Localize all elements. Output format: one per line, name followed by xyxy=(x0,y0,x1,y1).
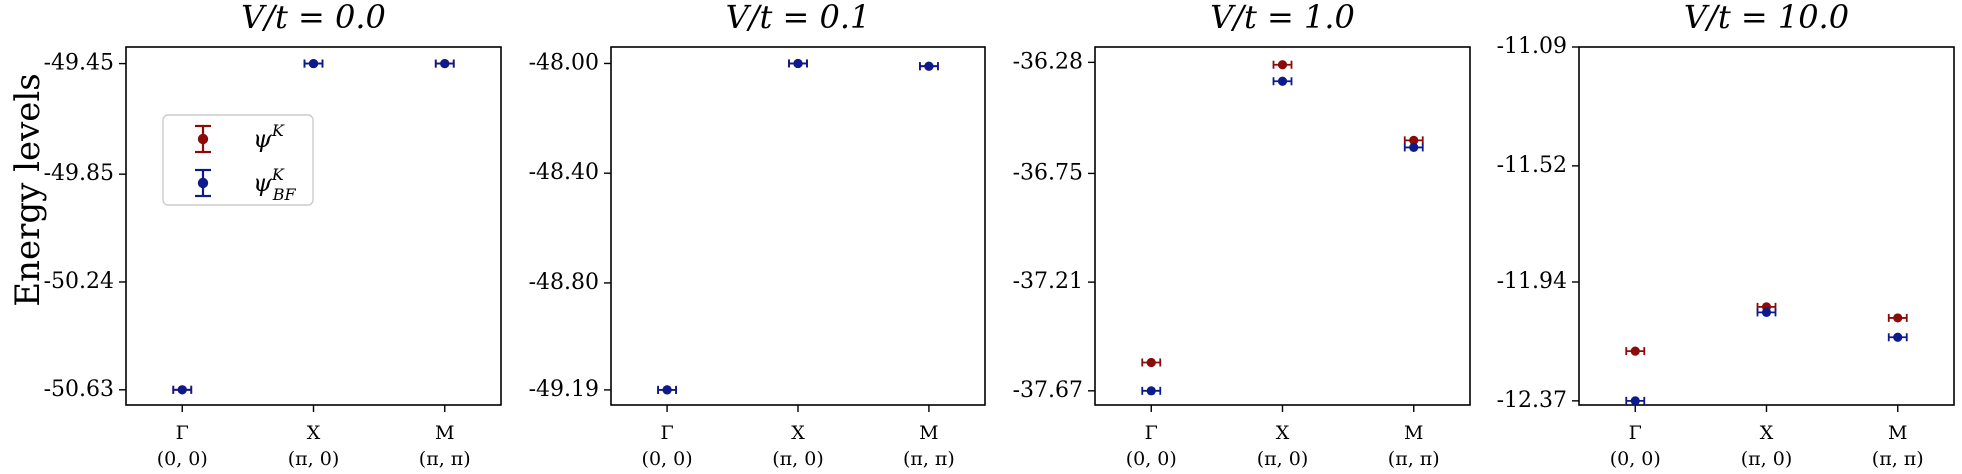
y-tick-label: -49.85 xyxy=(44,161,114,186)
y-tick-label: -50.24 xyxy=(44,269,114,294)
x-tick-coord-label: (0, 0) xyxy=(1126,448,1177,470)
x-tick-coord-label: (0, 0) xyxy=(642,448,693,470)
chart-panel-4: V/t = 10.0 -11.09 -11.52 -11.94 -12.37 Γ (0, 0… xyxy=(1497,0,1955,470)
y-tick-label: -36.28 xyxy=(1013,49,1083,74)
chart-panel-3: V/t = 1.0 -36.28 -36.75 -37.21 -37.67 Γ (0, 0)… xyxy=(1013,0,1471,470)
x-tick-label: Γ xyxy=(661,422,674,444)
data-point-psiBF xyxy=(919,61,939,71)
y-tick-label: -11.94 xyxy=(1497,269,1567,294)
data-point-psiK xyxy=(1625,346,1646,356)
data-point-psiBF xyxy=(1403,142,1424,153)
y-tick-label: -48.40 xyxy=(529,160,599,185)
data-point-psiBF xyxy=(1887,332,1908,342)
panel-title: V/t = 10.0 xyxy=(1684,0,1849,36)
y-tick-label: -12.37 xyxy=(1497,388,1567,413)
y-tick-label: -48.80 xyxy=(529,270,599,295)
y-tick-label: -48.00 xyxy=(529,50,599,75)
data-point-psiBF xyxy=(1756,307,1777,317)
plot-frame xyxy=(1094,46,1471,406)
panel-title: V/t = 0.1 xyxy=(726,0,871,36)
legend-label: ψK BF xyxy=(253,165,297,204)
data-point-psiK xyxy=(1272,60,1293,70)
legend-marker xyxy=(197,133,209,145)
x-tick-coord-label: (π, 0) xyxy=(288,448,339,470)
x-tick-label: X xyxy=(791,422,805,444)
data-point-psiBF xyxy=(434,58,455,69)
x-tick-coord-label: (π, π) xyxy=(1388,448,1440,470)
x-tick-coord-label: (π, π) xyxy=(903,448,955,470)
data-point-psiBF xyxy=(1272,76,1293,86)
x-tick-label: Γ xyxy=(1629,422,1642,444)
data-point-psiBF xyxy=(788,58,808,69)
data-point-psiBF xyxy=(303,58,324,69)
x-tick-coord-label: (π, 0) xyxy=(1741,448,1792,470)
legend-label: ψK xyxy=(253,121,285,153)
y-tick-label: -50.63 xyxy=(44,377,114,402)
y-tick-label: -11.52 xyxy=(1497,153,1567,178)
y-tick-label: -37.67 xyxy=(1013,378,1083,403)
data-point-psiK xyxy=(1141,357,1162,368)
x-tick-coord-label: (π, π) xyxy=(419,448,471,470)
x-tick-label: M xyxy=(1888,422,1907,444)
chart-panel-1: V/t = 0.0 -49.45 -49.85 -50.24 -50.63 Γ (0, 0)… xyxy=(44,0,502,470)
x-tick-coord-label: (π, 0) xyxy=(772,448,823,470)
x-tick-label: M xyxy=(435,422,454,444)
x-tick-label: X xyxy=(1276,422,1290,444)
data-point-psiBF xyxy=(1625,396,1646,406)
y-axis-label: Energy levels xyxy=(8,73,48,307)
legend-entry-psiBF: ψK BF xyxy=(195,165,297,204)
data-point-psiBF xyxy=(657,385,677,395)
x-tick-coord-label: (0, 0) xyxy=(157,448,208,470)
y-tick-label: -11.09 xyxy=(1497,34,1567,59)
x-tick-label: Γ xyxy=(1145,422,1158,444)
x-tick-label: X xyxy=(1760,422,1774,444)
data-point-psiBF xyxy=(1141,386,1162,396)
plot-frame xyxy=(610,46,986,406)
x-tick-coord-label: (0, 0) xyxy=(1610,448,1661,470)
plot-frame xyxy=(125,46,502,406)
x-tick-label: Γ xyxy=(176,422,189,444)
x-tick-coord-label: (π, 0) xyxy=(1257,448,1308,470)
x-tick-label: M xyxy=(1404,422,1423,444)
data-point-psiK xyxy=(1403,135,1424,145)
legend-entry-psiK: ψK xyxy=(195,121,285,154)
data-point-psiK xyxy=(1887,313,1908,323)
panel-title: V/t = 0.0 xyxy=(241,0,386,36)
data-point-psiBF xyxy=(172,385,193,395)
x-tick-coord-label: (π, π) xyxy=(1872,448,1924,470)
y-tick-label: -36.75 xyxy=(1013,160,1083,185)
x-tick-label: M xyxy=(919,422,938,444)
x-tick-label: X xyxy=(307,422,321,444)
panels: V/t = 0.0 -49.45 -49.85 -50.24 -50.63 Γ (0, 0)… xyxy=(44,0,1955,470)
y-axis-label-group: Energy levels xyxy=(8,73,48,307)
y-tick-label: -49.19 xyxy=(529,377,599,402)
y-tick-label: -37.21 xyxy=(1013,269,1083,294)
legend-marker xyxy=(197,177,209,189)
chart-panel-2: V/t = 0.1 -48.00 -48.40 -48.80 -49.19 Γ (0, 0)… xyxy=(529,0,986,470)
panel-title: V/t = 1.0 xyxy=(1210,0,1355,36)
y-tick-label: -49.45 xyxy=(44,51,114,76)
legend: ψK ψK BF xyxy=(162,114,314,206)
